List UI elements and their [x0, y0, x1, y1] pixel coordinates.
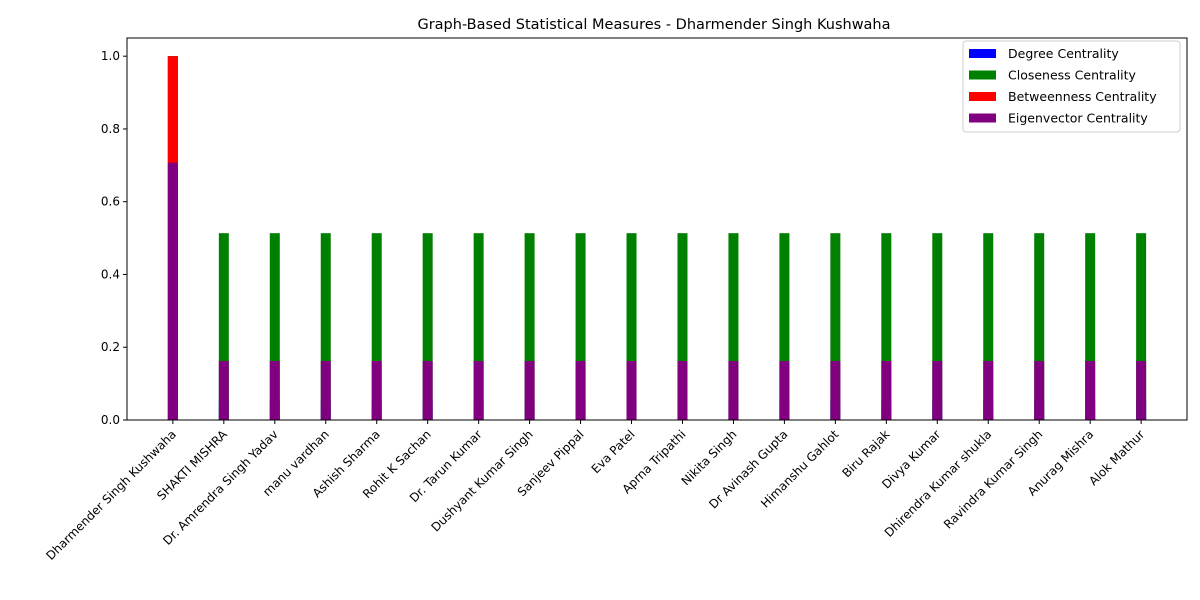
- legend-box: [962, 40, 1181, 133]
- bar: [728, 233, 739, 420]
- y-tick-label: 0.2: [101, 340, 120, 354]
- legend: Degree Centrality Closeness Centrality Bet…: [962, 40, 1181, 133]
- bar: [1085, 233, 1096, 420]
- bar: [881, 360, 892, 420]
- bar: [626, 233, 637, 420]
- x-tick-label: Ravindra Kumar Singh: [941, 427, 1045, 531]
- bar: [218, 233, 229, 420]
- bar: [524, 360, 535, 420]
- bar: [1034, 360, 1045, 420]
- legend-label: Betweenness Centrality: [1008, 89, 1157, 104]
- legend-item: Degree Centrality: [969, 46, 1119, 61]
- y-tick-label: 0.4: [101, 267, 120, 281]
- bar: [371, 360, 382, 420]
- bar: [677, 233, 688, 420]
- bar: [422, 360, 433, 420]
- legend-item: Betweenness Centrality: [969, 89, 1157, 104]
- plot-frame: [126, 37, 1188, 421]
- bar: [1136, 360, 1147, 420]
- bar: [932, 233, 943, 420]
- bar: [1136, 233, 1147, 420]
- bar: [269, 233, 280, 420]
- bar: [626, 360, 637, 420]
- legend-label: Degree Centrality: [1008, 46, 1119, 61]
- bar: [371, 233, 382, 420]
- bar: [677, 360, 688, 420]
- legend-swatch: [969, 49, 996, 58]
- bar: [422, 233, 433, 420]
- legend-swatch: [969, 70, 996, 80]
- x-tick-label: Dushyant Kumar Singh: [428, 427, 535, 534]
- bar: [779, 233, 790, 420]
- bar: [983, 233, 994, 420]
- bar: [269, 360, 280, 420]
- legend-item: Eigenvector Centrality: [969, 111, 1148, 126]
- bar: [575, 233, 586, 420]
- y-tick-label: 0.0: [101, 413, 120, 427]
- legend-item: Closeness Centrality: [969, 68, 1137, 83]
- series-2-bars: [167, 56, 1147, 420]
- bar: [524, 233, 535, 420]
- bar: [218, 360, 229, 420]
- legend-label: Eigenvector Centrality: [1008, 111, 1148, 126]
- bar: [830, 233, 841, 420]
- x-tick-label: Dhirendra Kumar shukla: [882, 427, 995, 540]
- chart-title: Graph-Based Statistical Measures - Dharm…: [417, 17, 890, 33]
- bar: [932, 360, 943, 420]
- bar: [830, 360, 841, 420]
- legend-swatch: [969, 113, 996, 123]
- legend-swatch: [969, 92, 996, 101]
- y-tick-label: 1.0: [101, 49, 120, 63]
- x-tick-label: Eva Patel: [589, 427, 638, 476]
- bar: [1085, 360, 1096, 420]
- legend-label: Closeness Centrality: [1008, 68, 1137, 83]
- y-tick-label: 0.6: [101, 195, 120, 209]
- series-4-bars: [167, 162, 1147, 420]
- bar: [167, 162, 178, 420]
- bar: [779, 360, 790, 420]
- y-tick-label: 0.8: [101, 122, 120, 136]
- bar: [320, 233, 331, 420]
- x-tick-label: Biru Rajak: [839, 427, 892, 480]
- bar: [575, 360, 586, 420]
- bar: [983, 360, 994, 420]
- bar: [1034, 233, 1045, 420]
- bar: [473, 233, 484, 420]
- bar: [881, 233, 892, 420]
- bar: [320, 360, 331, 420]
- bar: [473, 360, 484, 420]
- bar: [728, 360, 739, 420]
- bars-layer: [167, 56, 1147, 420]
